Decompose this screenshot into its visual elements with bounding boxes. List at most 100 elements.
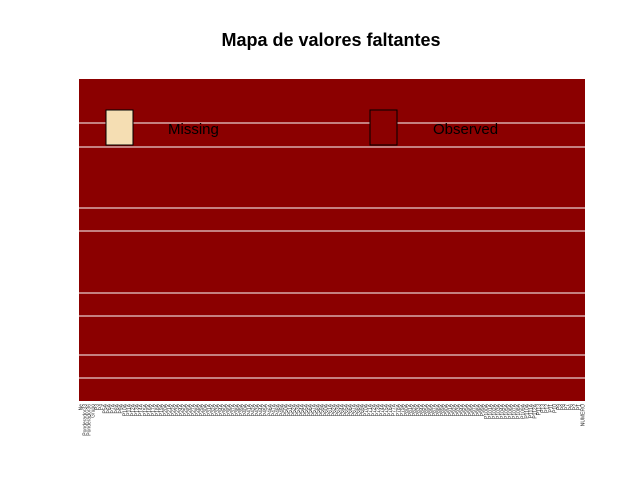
x-tick-label: P102A bbox=[492, 403, 498, 419]
x-tick-label: P18A bbox=[155, 403, 161, 416]
x-tick-label: P64A bbox=[340, 403, 346, 416]
x-tick-label: P28A bbox=[195, 403, 201, 416]
x-tick-label: P78A bbox=[396, 403, 402, 416]
x-tick-label: P108A bbox=[516, 403, 522, 419]
x-tick-label: P19A bbox=[159, 403, 165, 416]
x-tick-label: P13 bbox=[540, 404, 546, 413]
x-tick-label: P98A bbox=[476, 403, 482, 416]
x-tick-label: P93A bbox=[456, 403, 462, 416]
x-tick-label: P112A bbox=[532, 403, 538, 418]
x-tick-label: P10A bbox=[123, 403, 129, 416]
x-tick-label: P42A bbox=[251, 403, 257, 416]
x-tick-label: P83A bbox=[416, 403, 422, 416]
x-tick-label: P36A bbox=[227, 403, 233, 416]
x-tick-label: P86A bbox=[428, 403, 434, 416]
x-tick-label: P75A bbox=[384, 403, 390, 416]
x-tick-label: P35A bbox=[223, 403, 229, 416]
x-tick-label: P92A bbox=[452, 403, 458, 416]
x-tick-label: P27A bbox=[191, 403, 197, 416]
x-tick-label: P9A bbox=[119, 403, 125, 413]
x-tick-label: P104A bbox=[500, 403, 506, 419]
x-tick-label: P5A bbox=[103, 403, 109, 413]
x-tick-label: P52A bbox=[291, 403, 297, 416]
x-tick-label: P33A bbox=[215, 403, 221, 416]
x-tick-label: P44A bbox=[259, 403, 265, 416]
x-tick-label: P80A bbox=[404, 403, 410, 416]
x-tick-label: P73A bbox=[376, 403, 382, 416]
x-tick-label: P76A bbox=[388, 403, 394, 416]
x-tick-label: P60A bbox=[323, 403, 329, 416]
x-tick-label: P22A bbox=[171, 403, 177, 416]
legend-swatch-observed bbox=[369, 109, 398, 146]
x-tick-label: P30A bbox=[203, 403, 209, 416]
x-tick-label: Ponderador36 bbox=[87, 404, 93, 436]
x-tick-label: P45A bbox=[263, 403, 269, 416]
x-tick-label: NUMERO bbox=[580, 404, 586, 426]
x-tick-label: P11 bbox=[548, 404, 554, 413]
x-tick-label: P94A bbox=[460, 403, 466, 416]
x-tick-label: P17A bbox=[151, 403, 157, 416]
x-tick-label: P105A bbox=[504, 403, 510, 419]
x-tick-label: P88A bbox=[436, 403, 442, 416]
x-tick-label: P74A bbox=[380, 403, 386, 416]
x-tick-label: P39A bbox=[239, 403, 245, 416]
x-tick-label: P34A bbox=[219, 403, 225, 416]
x-tick-label: P13A bbox=[135, 403, 141, 416]
x-tick-label: P66A bbox=[348, 403, 354, 416]
x-tick-label: P2 bbox=[572, 404, 578, 410]
x-tick-label: P53A bbox=[295, 403, 301, 416]
x-tick-label: P9 bbox=[556, 404, 562, 410]
x-tick-label: P89A bbox=[440, 403, 446, 416]
x-tick-label: P6 bbox=[568, 404, 574, 410]
x-tick-label: P111A bbox=[528, 403, 534, 418]
legend-swatch-missing bbox=[105, 109, 134, 146]
x-tick-label: P71A bbox=[368, 403, 374, 416]
x-tick-label: P113 bbox=[536, 404, 542, 416]
x-tick-label: P23A bbox=[175, 403, 181, 416]
x-tick-label: P100A bbox=[484, 403, 490, 419]
x-tick-label: P107A bbox=[512, 403, 518, 419]
x-tick-label: P7A bbox=[111, 403, 117, 413]
legend-label-missing: Missing bbox=[168, 121, 219, 138]
x-tick-label: P11A bbox=[127, 403, 133, 416]
x-tick-label: P7 bbox=[564, 404, 570, 410]
x-tick-label: P41A bbox=[247, 403, 253, 416]
x-tick-label: P101A bbox=[488, 403, 494, 419]
x-tick-label: P55A bbox=[303, 403, 309, 416]
x-tick-label: Ne bbox=[79, 404, 85, 411]
x-tick-label: P37A bbox=[231, 403, 237, 416]
x-tick-label: P1 bbox=[576, 404, 582, 410]
x-tick-label: P109A bbox=[520, 403, 526, 419]
x-tick-label: P38A bbox=[235, 403, 241, 416]
x-tick-label: P77A bbox=[392, 403, 398, 416]
x-tick-label: P84A bbox=[420, 403, 426, 416]
x-tick-label: P14A bbox=[139, 403, 145, 416]
x-tick-label: P69A bbox=[360, 403, 366, 416]
x-tick-label: P61A bbox=[327, 403, 333, 416]
x-tick-label: P3 bbox=[95, 404, 101, 410]
x-tick-label: P15A bbox=[143, 403, 149, 416]
x-tick-label: P79A bbox=[400, 403, 406, 416]
x-tick-label: P12 bbox=[544, 404, 550, 413]
x-tick-label: P63A bbox=[336, 403, 342, 416]
x-tick-label: P110A bbox=[524, 403, 530, 418]
plot-area bbox=[79, 79, 585, 401]
x-tick-label: P54A bbox=[299, 403, 305, 416]
x-tick-label: P58A bbox=[315, 403, 321, 416]
legend-label-observed: Observed bbox=[433, 121, 498, 138]
x-tick-label: P8A bbox=[115, 403, 121, 413]
x-tick-label: P103A bbox=[496, 403, 502, 419]
x-tick-label: P32A bbox=[211, 403, 217, 416]
x-tick-label: P16A bbox=[147, 403, 153, 416]
x-tick-label: P106A bbox=[508, 403, 514, 419]
x-tick-label: P85A bbox=[424, 403, 430, 416]
x-tick-label: P81A bbox=[408, 403, 414, 416]
x-tick-label: P26A bbox=[187, 403, 193, 416]
x-tick-label: P90A bbox=[444, 403, 450, 416]
x-tick-label: P4 bbox=[99, 404, 105, 410]
x-tick-label: P51A bbox=[287, 403, 293, 416]
x-tick-label: P46A bbox=[267, 403, 273, 416]
x-tick-label: P65A bbox=[344, 403, 350, 416]
observed-cells bbox=[79, 79, 585, 401]
